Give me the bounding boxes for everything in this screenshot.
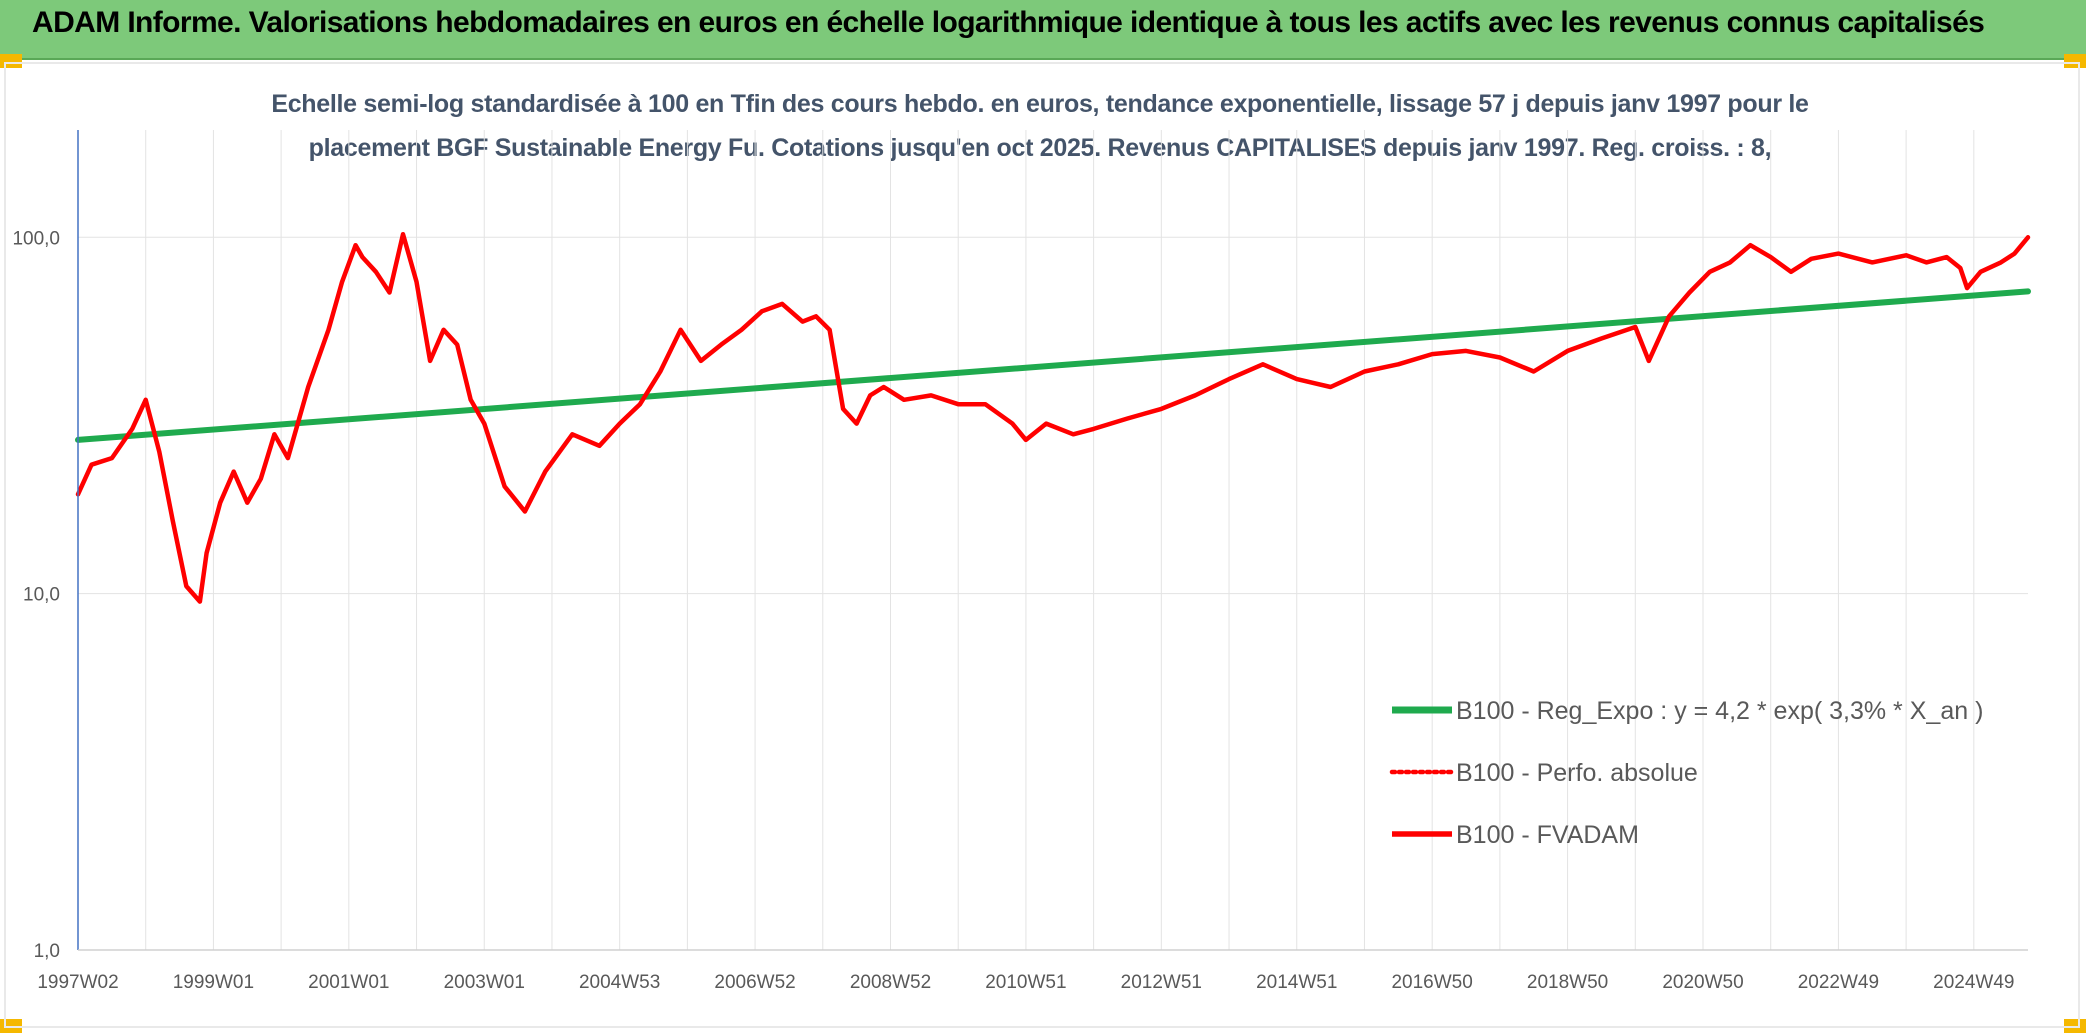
- x-tick-label: 2001W01: [308, 972, 389, 993]
- x-tick-label: 2003W01: [444, 972, 525, 993]
- chart-subtitle-line-1: Echelle semi-log standardisée à 100 en T…: [271, 90, 1809, 118]
- x-tick-label: 2006W52: [714, 972, 795, 993]
- x-tick-label: 2008W52: [850, 972, 931, 993]
- x-tick-label: 2022W49: [1798, 972, 1879, 993]
- report-title: ADAM Informe. Valorisations hebdomadaire…: [32, 6, 1985, 39]
- x-tick-label: 1999W01: [173, 972, 254, 993]
- x-tick-label: 1997W02: [37, 972, 118, 993]
- x-tick-label: 2010W51: [985, 972, 1066, 993]
- x-tick-label: 2024W49: [1933, 972, 2014, 993]
- x-tick-label: 2016W50: [1391, 972, 1472, 993]
- chart-frame: [4, 62, 2080, 1028]
- chart-subtitle-line-2: placement BGF Sustainable Energy Fu. Cot…: [308, 134, 1772, 162]
- chart-series: [75, 231, 2031, 604]
- y-tick-label: 1,0: [34, 941, 60, 962]
- x-tick-label: 2004W53: [579, 972, 660, 993]
- x-tick-label: 2014W51: [1256, 972, 1337, 993]
- y-tick-label: 10,0: [23, 585, 60, 606]
- x-tick-label: 2020W50: [1662, 972, 1743, 993]
- series-line-trend: [75, 288, 2031, 443]
- series-line-fvadam: [75, 231, 2031, 604]
- chart-axes: 1,0 10,0 100,0 1997W02 1999W01 2001W01 2003W01…: [12, 130, 2028, 993]
- corner-marker-top-right: [2064, 54, 2086, 68]
- legend-label: B100 - Perfo. absolue: [1456, 759, 1698, 787]
- report-banner: ADAM Informe. Valorisations hebdomadaire…: [0, 0, 2086, 60]
- chart-grid: [77, 130, 2028, 951]
- legend-label: B100 - Reg_Expo : y = 4,2 * exp( 3,3% * …: [1456, 697, 1983, 725]
- y-tick-label: 100,0: [12, 228, 60, 249]
- x-tick-label: 2012W51: [1121, 972, 1202, 993]
- legend-label: B100 - FVADAM: [1456, 821, 1639, 849]
- chart-legend: B100 - Reg_Expo : y = 4,2 * exp( 3,3% * …: [1389, 697, 1983, 849]
- x-tick-label: 2018W50: [1527, 972, 1608, 993]
